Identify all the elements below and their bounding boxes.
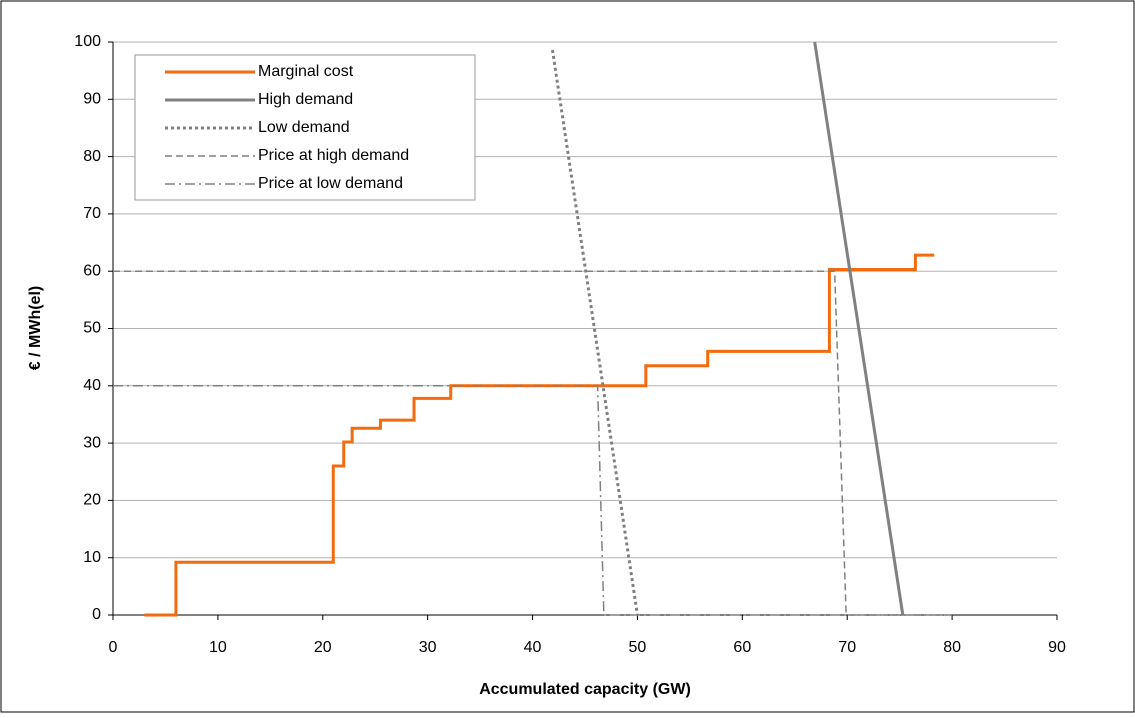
y-tick-label: 20 [83, 492, 101, 509]
series-line [813, 41, 905, 616]
y-axis-title: € / MWh(el) [27, 286, 44, 370]
x-tick-label: 30 [419, 639, 437, 656]
series-line [551, 49, 639, 616]
y-tick-label: 100 [74, 33, 101, 50]
y-tick-label: 10 [83, 549, 101, 566]
x-tick-label: 80 [943, 639, 961, 656]
series-line [144, 253, 935, 617]
legend-label: High demand [258, 91, 353, 108]
legend-label: Marginal cost [258, 63, 354, 80]
y-tick-label: 60 [83, 262, 101, 279]
x-axis-title: Accumulated capacity (GW) [479, 681, 691, 698]
legend-label: Price at high demand [258, 147, 409, 164]
y-tick-label: 50 [83, 320, 101, 337]
legend-label: Price at low demand [258, 175, 403, 192]
y-tick-label: 0 [92, 606, 101, 623]
x-tick-label: 50 [629, 639, 647, 656]
y-tick-label: 80 [83, 148, 101, 165]
x-tick-label: 0 [109, 639, 118, 656]
series-line [113, 270, 953, 616]
x-tick-label: 60 [733, 639, 751, 656]
y-tick-label: 30 [83, 434, 101, 451]
y-tick-label: 90 [83, 91, 101, 108]
x-tick-label: 10 [209, 639, 227, 656]
x-tick-label: 40 [524, 639, 542, 656]
y-tick-label: 40 [83, 377, 101, 394]
y-tick-label: 70 [83, 205, 101, 222]
series-line [113, 385, 953, 616]
legend-label: Low demand [258, 119, 350, 136]
x-tick-label: 90 [1048, 639, 1066, 656]
x-tick-label: 20 [314, 639, 332, 656]
x-tick-label: 70 [838, 639, 856, 656]
